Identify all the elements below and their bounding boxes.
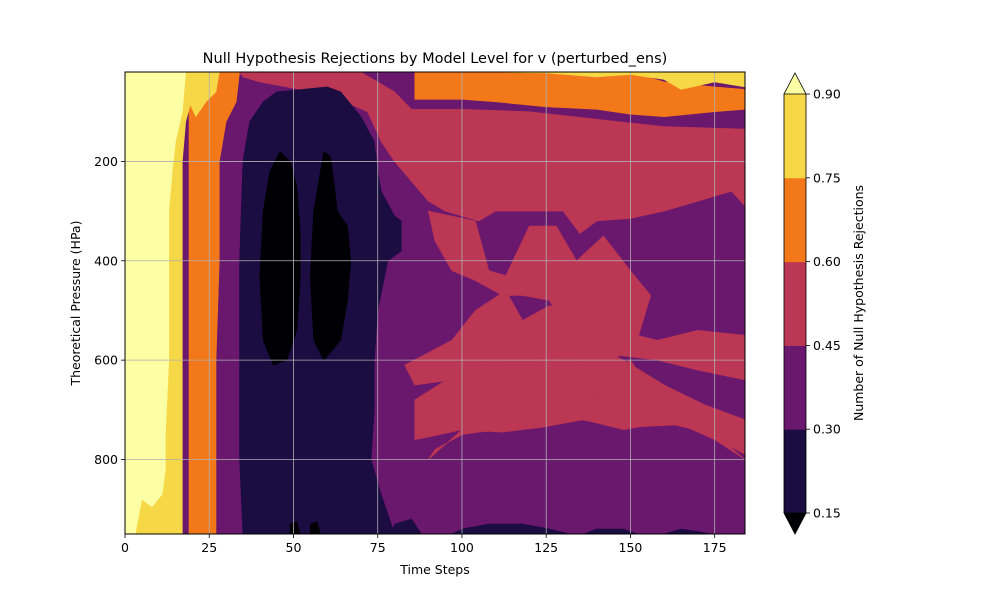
colorbar-tick-label-2: 0.45 xyxy=(813,338,841,353)
colorbar-band-2 xyxy=(784,261,806,346)
x-tick-label-3: 75 xyxy=(370,540,386,555)
contour-regions xyxy=(125,72,745,534)
colorbar-extend-under xyxy=(783,512,807,535)
contour-region-1 xyxy=(239,72,745,234)
contour-region-5 xyxy=(427,210,652,401)
y-tick-label-2: 600 xyxy=(94,353,118,368)
colorbar-band-0 xyxy=(784,429,806,514)
contour-region-18 xyxy=(309,150,352,361)
plot-frame xyxy=(124,71,746,535)
x-tick-label-1: 25 xyxy=(201,540,217,555)
colorbar-band-4 xyxy=(784,94,806,179)
colorbar: 0.15 0.30 0.45 0.60 0.75 0.90 xyxy=(783,72,841,535)
y-tick-label-0: 200 xyxy=(94,154,118,169)
colorbar-tick-label-3: 0.60 xyxy=(813,254,841,269)
colorbar-tick-label-5: 0.90 xyxy=(813,87,841,102)
colorbar-band-1 xyxy=(784,345,806,430)
contour-region-11 xyxy=(125,72,187,534)
colorbar-band-3 xyxy=(784,177,806,263)
x-tick-label-4: 100 xyxy=(450,540,474,555)
contour-region-15 xyxy=(583,528,638,534)
contour-region-19 xyxy=(289,521,301,534)
colorbar-tick-label-0: 0.15 xyxy=(813,506,841,521)
colorbar-extend-over xyxy=(783,72,807,95)
x-axis-ticks: 0 25 50 75 100 125 150 175 xyxy=(121,534,727,555)
x-tick-label-0: 0 xyxy=(121,540,129,555)
contour-region-13 xyxy=(390,518,422,534)
x-tick-label-2: 50 xyxy=(286,540,302,555)
contour-region-20 xyxy=(309,521,321,534)
y-axis-label: Theoretical Pressure (HPa) xyxy=(68,221,83,387)
y-tick-label-1: 400 xyxy=(94,253,118,268)
contour-region-16 xyxy=(664,528,712,534)
x-axis-label: Time Steps xyxy=(399,562,470,577)
colorbar-tick-label-1: 0.30 xyxy=(813,422,841,437)
colorbar-tick-label-4: 0.75 xyxy=(813,170,841,185)
chart-title: Null Hypothesis Rejections by Model Leve… xyxy=(203,51,668,67)
colorbar-label: Number of Null Hypothesis Rejections xyxy=(851,185,866,421)
x-tick-label-7: 175 xyxy=(703,540,727,555)
contour-region-9 xyxy=(188,72,220,118)
colorbar-frame xyxy=(783,94,807,513)
x-tick-label-6: 150 xyxy=(619,540,643,555)
x-tick-label-5: 125 xyxy=(534,540,558,555)
y-tick-label-3: 800 xyxy=(94,452,118,467)
contour-region-10 xyxy=(488,72,745,90)
y-axis-ticks: 200 400 600 800 xyxy=(94,154,125,467)
